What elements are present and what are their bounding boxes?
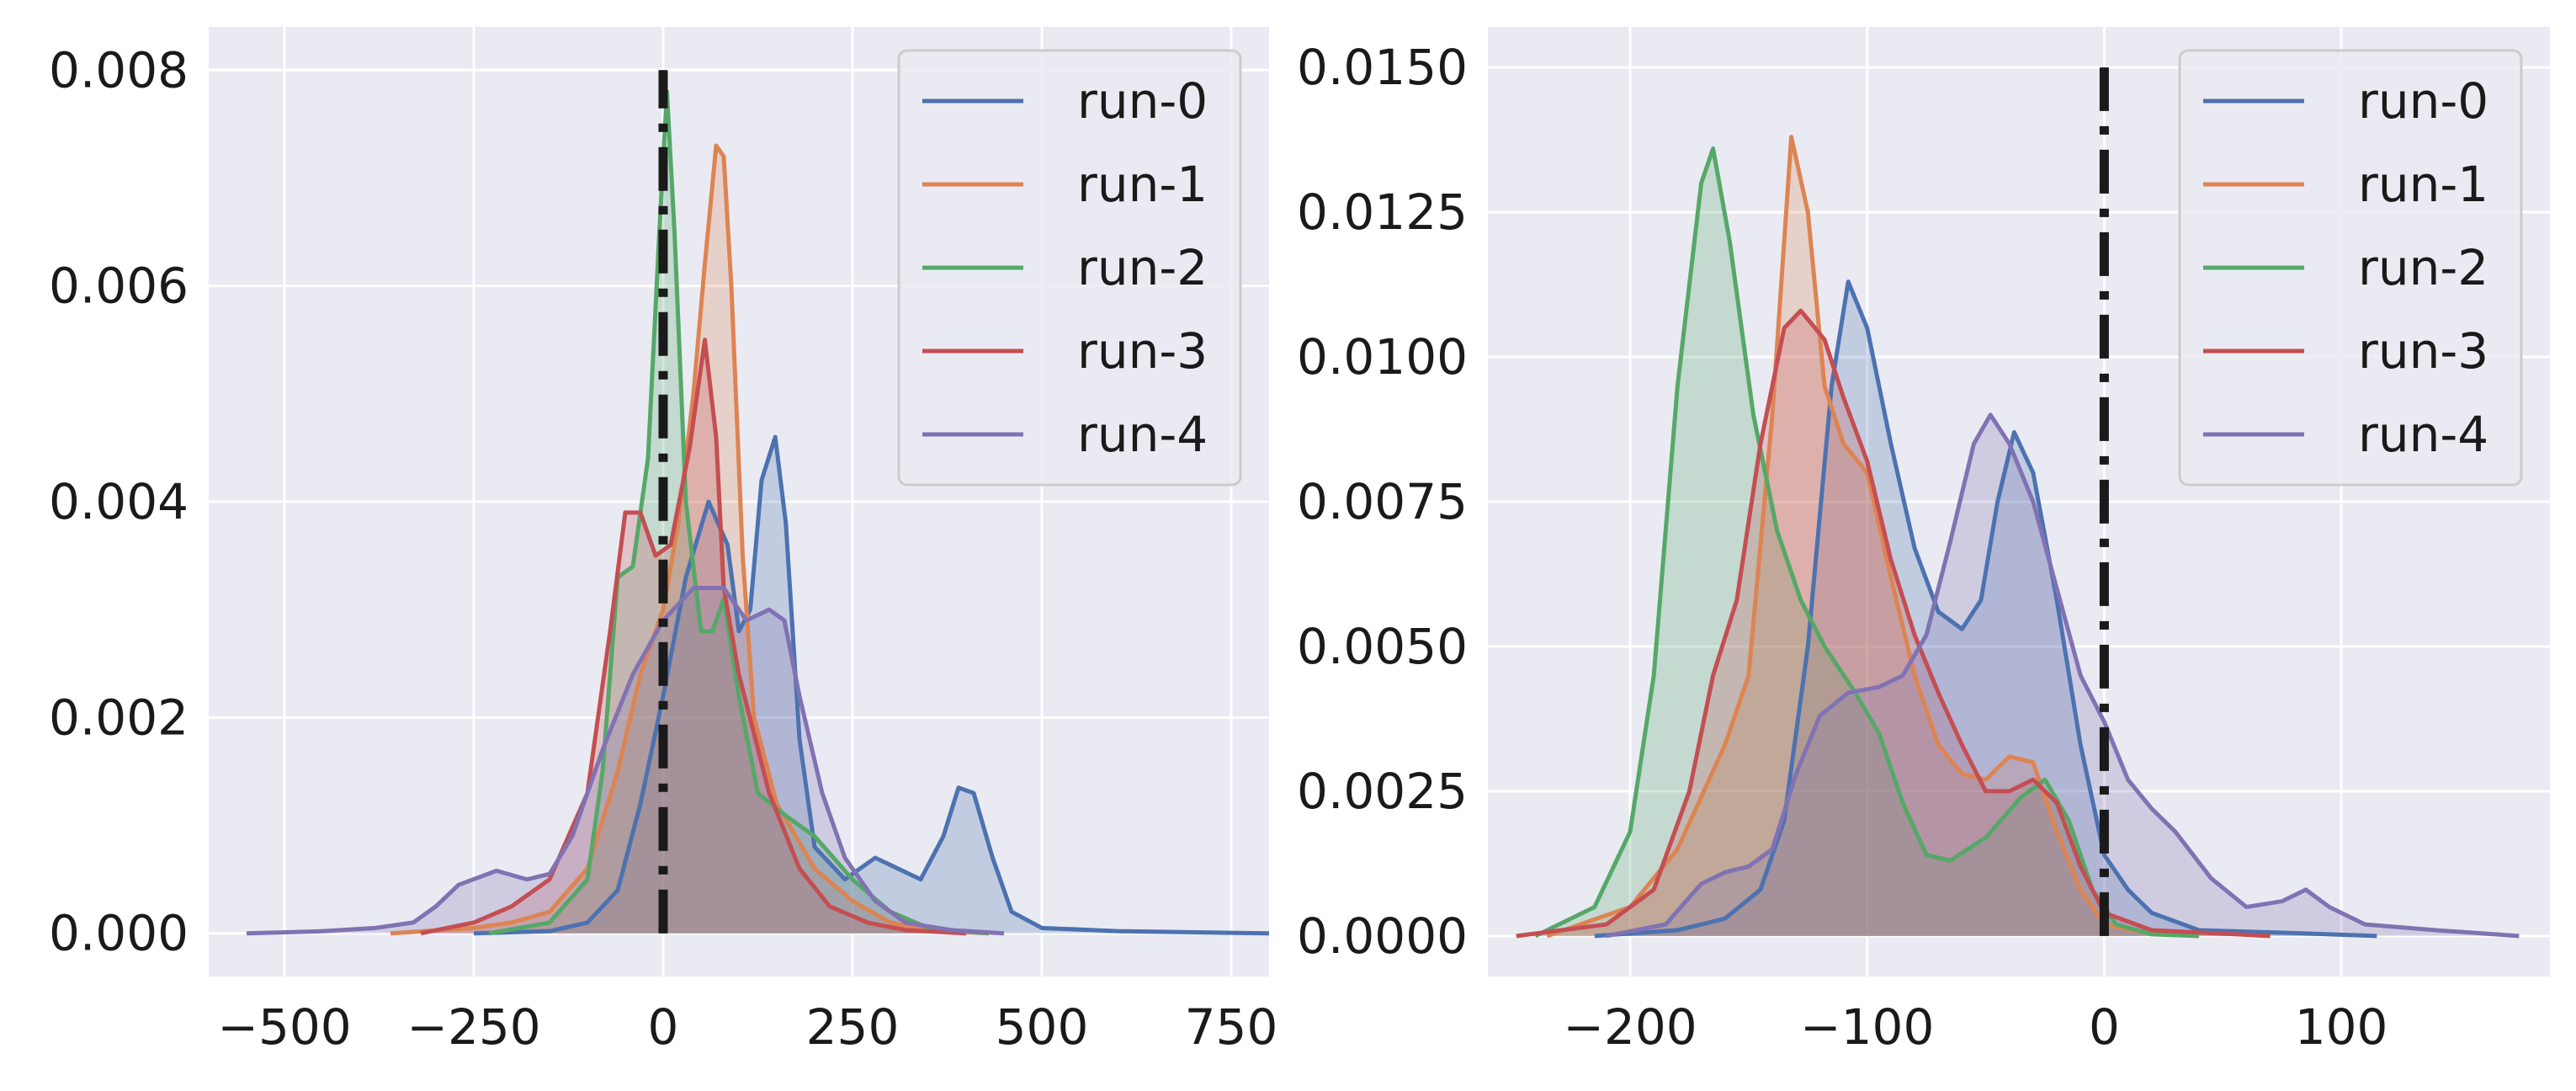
- x-tick-label: 750: [1185, 998, 1278, 1056]
- legend-label-run-1: run-1: [1077, 156, 1208, 213]
- series-group: [1516, 135, 2520, 939]
- legend-label-run-3: run-3: [1077, 322, 1208, 380]
- y-tick-label: 0.0075: [1297, 473, 1468, 530]
- kde-panel-left: −500 −250 0 250 500 750 0.000 0.002 0.004 0.006 0.…: [49, 27, 1277, 1056]
- density-line-run-1: [390, 143, 990, 936]
- x-tick-label: 100: [2295, 998, 2388, 1056]
- kde-panel-right: −200 −100 0 100 0.0000 0.0025 0.0050 0.0075 0.01…: [1297, 27, 2550, 1056]
- y-tick-label: 0.0025: [1297, 763, 1468, 820]
- density-line-run-0: [473, 434, 1269, 936]
- density-line-run-4: [1606, 412, 2520, 939]
- y-tick-label: 0.006: [49, 258, 189, 315]
- density-fill-run-3: [1516, 311, 2271, 936]
- x-tick-label: 0: [2089, 998, 2120, 1056]
- legend-label-run-0: run-0: [2358, 72, 2488, 130]
- legend-label-run-2: run-2: [2358, 239, 2488, 296]
- x-tick-label: 250: [806, 998, 900, 1056]
- legend-frame: [2178, 49, 2523, 487]
- density-line-run-0: [1594, 279, 2377, 939]
- x-tick-label: −200: [1563, 998, 1697, 1056]
- density-fill-run-0: [474, 437, 1269, 934]
- legend: run-0 run-1 run-2 run-3 run-4: [2178, 49, 2523, 487]
- y-tick-label: 0.008: [49, 41, 189, 98]
- legend-label-run-2: run-2: [1077, 239, 1208, 296]
- series-group: [246, 89, 1269, 936]
- x-tick-label: −500: [217, 998, 351, 1056]
- legend-label-run-1: run-1: [2358, 156, 2488, 213]
- x-tick-label: 500: [996, 998, 1089, 1056]
- y-tick-label: 0.0125: [1297, 184, 1468, 241]
- y-tick-label: 0.002: [49, 689, 189, 746]
- y-tick-label: 0.000: [49, 905, 189, 962]
- legend: run-0 run-1 run-2 run-3 run-4: [897, 49, 1242, 487]
- y-tick-label: 0.0100: [1297, 328, 1468, 386]
- y-tick-label: 0.0000: [1297, 907, 1468, 965]
- x-tick-label: −100: [1800, 998, 1934, 1056]
- legend-label-run-4: run-4: [2358, 406, 2488, 463]
- y-tick-label: 0.0050: [1297, 618, 1468, 675]
- density-line-run-1: [1546, 135, 2200, 939]
- legend-label-run-4: run-4: [1077, 406, 1208, 463]
- density-line-run-2: [488, 89, 990, 936]
- density-fill-run-3: [421, 339, 966, 934]
- density-fill-run-0: [1594, 281, 2377, 936]
- density-line-run-3: [1516, 308, 2271, 939]
- x-tick-label: 0: [648, 998, 679, 1056]
- density-fill-run-1: [1547, 136, 2200, 936]
- y-tick-label: 0.0150: [1297, 39, 1468, 96]
- x-tick-label: −250: [406, 998, 540, 1056]
- y-tick-label: 0.004: [49, 473, 189, 530]
- legend-label-run-0: run-0: [1077, 72, 1208, 130]
- legend-frame: [897, 49, 1242, 487]
- density-fill-run-4: [1606, 414, 2520, 936]
- legend-label-run-3: run-3: [2358, 322, 2488, 380]
